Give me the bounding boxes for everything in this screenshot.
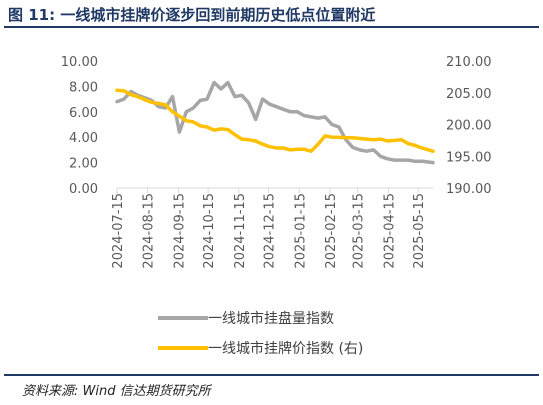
series-lines — [115, 80, 435, 165]
x-tick-label: 2024-09-15 — [172, 193, 187, 269]
source-note: 资料来源: Wind 信达期货研究所 — [22, 384, 211, 399]
x-tick-label: 2024-07-15 — [111, 193, 126, 269]
left-y-tick-label: 6.00 — [69, 106, 98, 121]
x-tick-label: 2025-05-15 — [412, 193, 427, 269]
x-axis: 2024-07-15 2024-08-15 2024-09-15 2024-10-15… — [111, 187, 433, 269]
right-y-tick-label: 200.00 — [446, 119, 492, 134]
x-tick-label: 2025-02-15 — [324, 193, 339, 269]
right-y-tick-label: 195.00 — [446, 150, 492, 165]
left-y-tick-label: 4.00 — [69, 131, 98, 146]
title-rule — [4, 26, 539, 28]
x-tick-label: 2025-03-15 — [352, 193, 367, 269]
legend-label: 一线城市挂盘量指数 — [208, 310, 334, 327]
listing-count-line — [115, 80, 435, 165]
right-y-tick-label: 205.00 — [446, 87, 492, 102]
right-y-tick-label: 190.00 — [446, 182, 492, 197]
right-y-axis: 190.00 195.00 200.00 205.00 210.00 — [446, 55, 492, 197]
x-tick-label: 2024-10-15 — [202, 193, 217, 269]
x-tick-label: 2025-01-15 — [293, 193, 308, 269]
legend-label: 一线城市挂牌价指数 (右) — [208, 340, 363, 357]
source-rule — [4, 374, 539, 376]
figure-title: 图 11: 一线城市挂牌价逐步回到前期历史低点位置附近 — [8, 6, 376, 24]
x-tick-label: 2024-11-15 — [233, 193, 248, 269]
left-y-tick-label: 2.00 — [69, 157, 98, 172]
left-y-tick-label: 10.00 — [61, 55, 98, 70]
x-tick-label: 2024-08-15 — [142, 193, 157, 269]
left-y-axis: 0.00 2.00 4.00 6.00 8.00 10.00 — [61, 55, 98, 197]
x-tick-label: 2024-12-15 — [263, 193, 278, 269]
left-y-tick-label: 0.00 — [69, 182, 98, 197]
x-tick-label: 2025-04-15 — [382, 193, 397, 269]
left-y-tick-label: 8.00 — [69, 80, 98, 95]
right-y-tick-label: 210.00 — [446, 55, 492, 70]
listing-price-line — [115, 88, 435, 153]
